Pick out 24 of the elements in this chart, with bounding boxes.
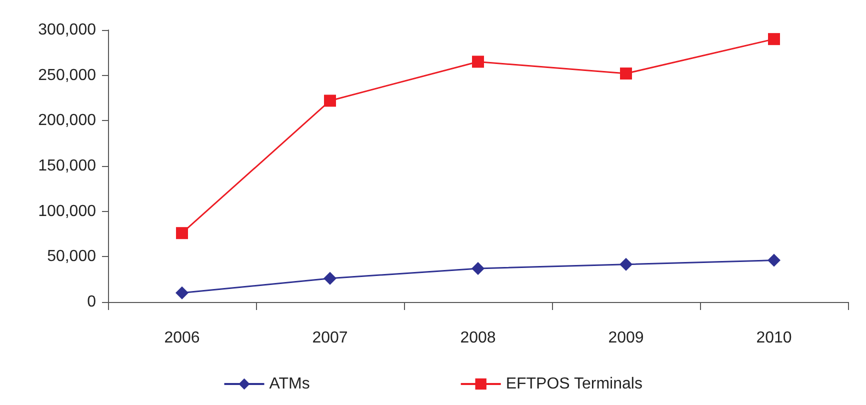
- x-tick-label: 2007: [312, 330, 348, 346]
- y-tick-label: 200,000: [38, 112, 96, 130]
- x-tick-label: 2009: [608, 330, 644, 346]
- y-tick-label: 50,000: [47, 248, 96, 266]
- y-tick-label: 150,000: [38, 158, 96, 174]
- point: [472, 262, 484, 275]
- legend-label: ATMs: [269, 376, 310, 392]
- x-tick-label: 2006: [164, 330, 200, 346]
- point: [768, 33, 780, 46]
- y-tick-label: 250,000: [38, 66, 96, 84]
- point: [176, 286, 188, 300]
- point: [472, 56, 484, 68]
- point: [620, 68, 632, 80]
- point: [768, 254, 780, 267]
- x-tick-label: 2010: [756, 330, 792, 346]
- point: [324, 272, 336, 285]
- legend-label: EFTPOS Terminals: [506, 376, 642, 392]
- point: [620, 258, 632, 271]
- y-tick-label: 0: [87, 294, 96, 310]
- x-tick-label: 2008: [460, 330, 496, 346]
- y-tick-label: 100,000: [38, 202, 96, 220]
- point: [324, 94, 336, 107]
- point: [176, 227, 188, 240]
- y-tick-label: 300,000: [38, 22, 96, 38]
